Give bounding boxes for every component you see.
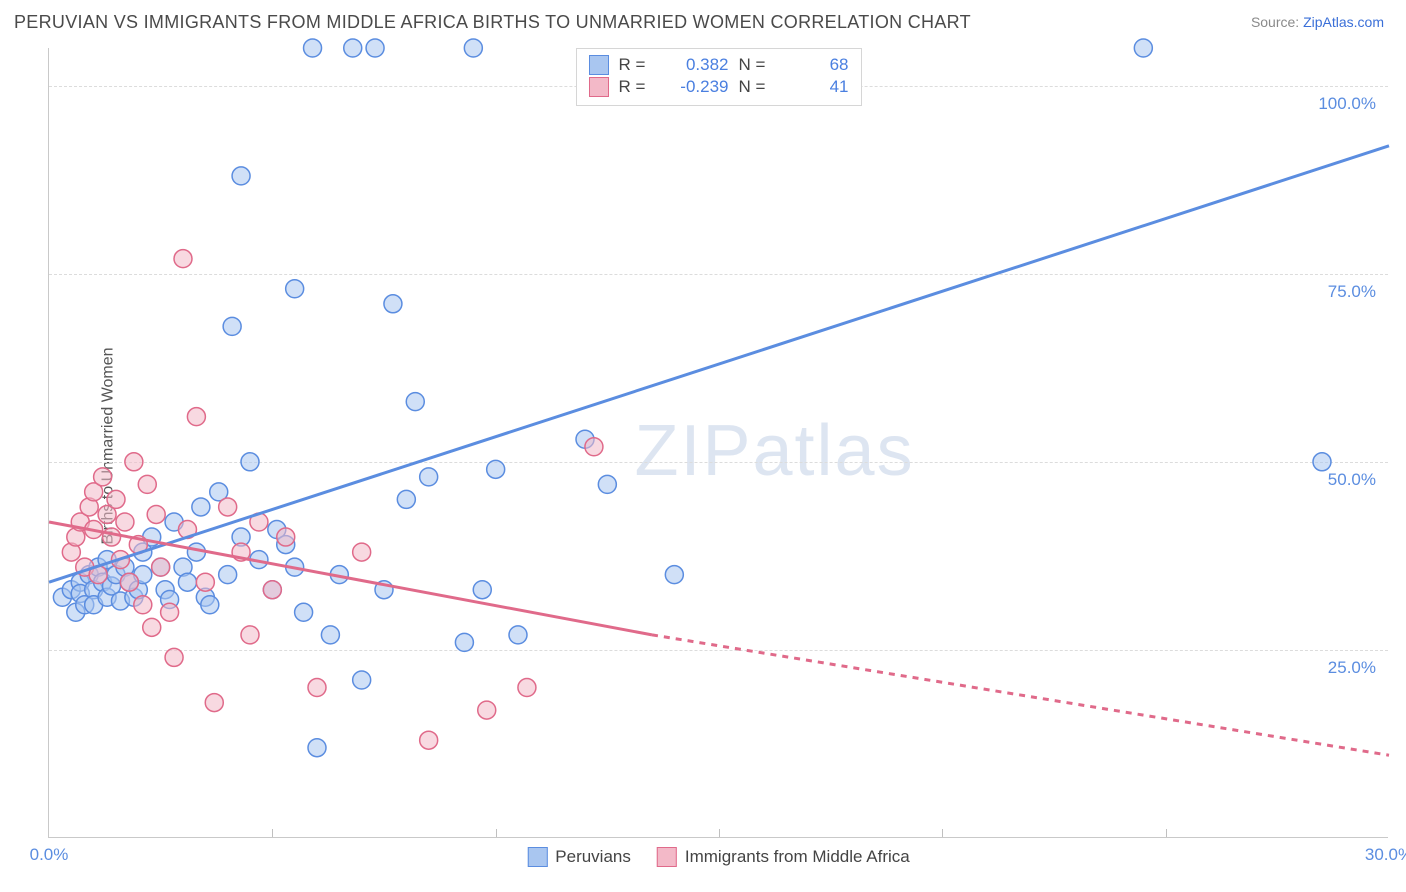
plot-area: ZIPatlas R =0.382N =68R =-0.239N =41 Per… (48, 48, 1388, 838)
legend-item: Peruvians (527, 847, 631, 867)
r-label: R = (619, 55, 649, 75)
y-tick-label: 75.0% (1328, 282, 1376, 302)
x-minor-tick (942, 829, 943, 837)
n-value: 41 (779, 77, 849, 97)
x-minor-tick (496, 829, 497, 837)
y-tick-label: 50.0% (1328, 470, 1376, 490)
x-minor-tick (1166, 829, 1167, 837)
legend-item: Immigrants from Middle Africa (657, 847, 910, 867)
x-tick-label: 30.0% (1365, 845, 1406, 865)
x-minor-tick (272, 829, 273, 837)
trend-line (652, 635, 1389, 755)
y-tick-label: 100.0% (1318, 94, 1376, 114)
legend-swatch (657, 847, 677, 867)
n-value: 68 (779, 55, 849, 75)
source-label: Source: (1251, 14, 1303, 30)
n-label: N = (739, 77, 769, 97)
r-label: R = (619, 77, 649, 97)
n-label: N = (739, 55, 769, 75)
x-minor-tick (719, 829, 720, 837)
legend-series: Peruvians Immigrants from Middle Africa (527, 847, 909, 867)
legend-stat-row: R = 0.382 N = 68 (589, 55, 849, 75)
legend-label: Peruvians (555, 847, 631, 867)
legend-swatch (527, 847, 547, 867)
trend-line (49, 522, 652, 635)
source-attribution: Source: ZipAtlas.com (1251, 14, 1384, 30)
chart-title: PERUVIAN VS IMMIGRANTS FROM MIDDLE AFRIC… (14, 12, 971, 33)
legend-stat-row: R = -0.239 N = 41 (589, 77, 849, 97)
trend-layer (49, 48, 1388, 837)
trend-line (49, 146, 1389, 582)
r-value: -0.239 (659, 77, 729, 97)
legend-stats: R = 0.382 N = 68 R = -0.239 N = 41 (576, 48, 862, 106)
legend-label: Immigrants from Middle Africa (685, 847, 910, 867)
r-value: 0.382 (659, 55, 729, 75)
legend-swatch (589, 55, 609, 75)
legend-swatch (589, 77, 609, 97)
y-tick-label: 25.0% (1328, 658, 1376, 678)
source-link[interactable]: ZipAtlas.com (1303, 14, 1384, 30)
x-tick-label: 0.0% (30, 845, 69, 865)
